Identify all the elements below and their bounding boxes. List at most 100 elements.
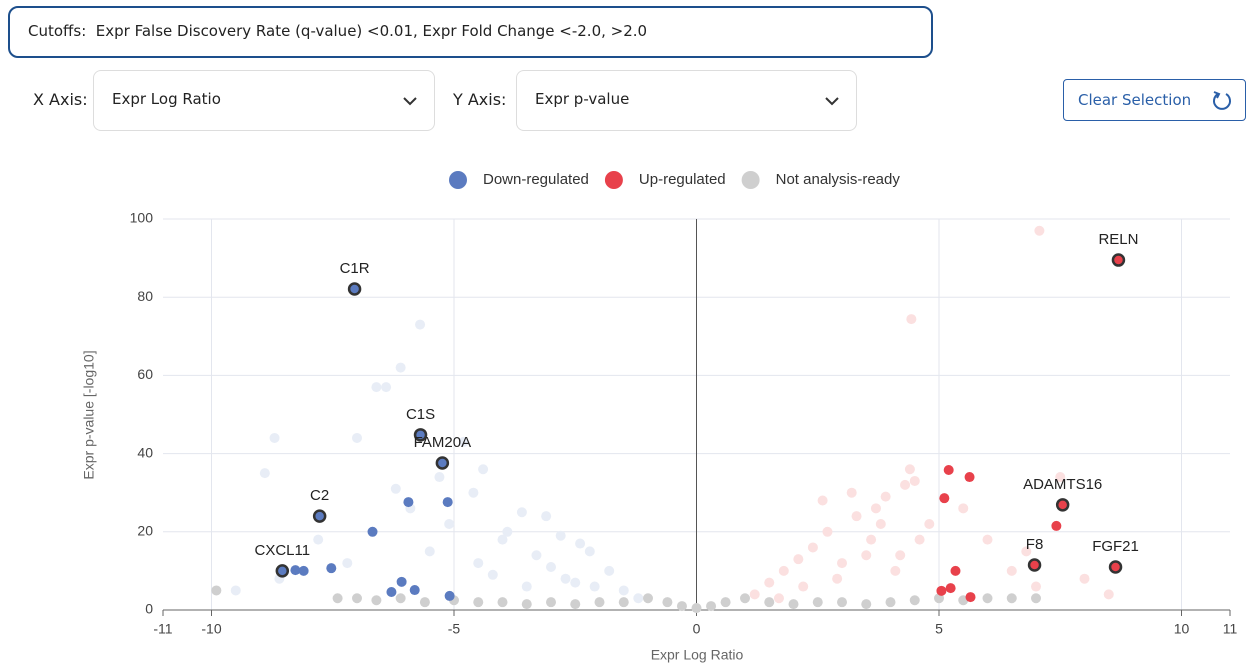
point [812, 597, 823, 608]
point [403, 497, 414, 508]
y-tick-label: 60 [137, 366, 153, 382]
legend-swatch [741, 171, 760, 189]
point [546, 561, 556, 572]
clear-selection-button[interactable]: Clear Selection [1063, 79, 1246, 121]
point [885, 597, 896, 608]
point [326, 563, 337, 574]
point [594, 597, 605, 608]
point [521, 599, 532, 610]
refresh-icon [1213, 91, 1231, 110]
point-label: ADAMTS16 [1023, 476, 1102, 493]
point [676, 601, 687, 612]
point [419, 597, 430, 608]
point [570, 599, 581, 610]
x-tick-label: -10 [201, 621, 221, 637]
point [390, 483, 401, 494]
x-tick-label: 5 [935, 621, 943, 637]
point [442, 497, 453, 508]
point [521, 581, 532, 592]
point [822, 526, 833, 537]
point [555, 530, 566, 541]
point [890, 565, 901, 576]
point [259, 468, 270, 479]
point [900, 479, 911, 490]
point [846, 487, 857, 498]
point [458, 436, 469, 447]
point [274, 573, 285, 584]
labeled-point [347, 282, 362, 296]
cutoffs-text: Expr False Discovery Rate (q-value) <0.0… [95, 22, 648, 40]
x-axis-dropdown[interactable]: Expr Log Ratio [93, 70, 435, 131]
point [386, 587, 397, 598]
point [1021, 546, 1032, 557]
point [269, 432, 280, 443]
point [875, 518, 886, 529]
y-axis-dropdown[interactable]: Expr p-value [516, 70, 857, 131]
point [352, 593, 362, 604]
point [945, 583, 956, 594]
point-label: FAM20A [414, 434, 472, 451]
point [924, 518, 935, 529]
point-label: RELN [1098, 231, 1138, 248]
point [861, 599, 872, 610]
point [1034, 225, 1045, 236]
point [1103, 589, 1114, 600]
point [395, 593, 406, 604]
point [851, 511, 862, 522]
point [764, 597, 775, 608]
point [773, 593, 784, 604]
y-axis-value: Expr p-value [535, 90, 630, 108]
point [473, 597, 484, 608]
point [764, 577, 775, 588]
point-label: C2 [310, 487, 329, 504]
point [449, 595, 459, 606]
point [1079, 573, 1090, 584]
point [965, 592, 976, 603]
point [643, 593, 653, 604]
x-tick-label: 11 [1223, 621, 1238, 637]
x-tick-label: -11 [153, 621, 172, 637]
point [958, 503, 969, 514]
chevron [403, 97, 417, 106]
point [424, 546, 435, 557]
point [560, 573, 571, 584]
point [575, 538, 586, 549]
point [371, 382, 382, 393]
point [405, 503, 416, 514]
point [691, 603, 702, 614]
point [546, 597, 556, 608]
point [798, 581, 809, 592]
point [837, 597, 847, 608]
point [895, 550, 906, 561]
point [662, 597, 673, 608]
point-label: FGF21 [1092, 538, 1139, 555]
point [1031, 581, 1041, 592]
point [817, 495, 828, 506]
point [939, 493, 950, 504]
point [468, 487, 479, 498]
button-label: Clear Selection [1078, 91, 1192, 109]
point [230, 585, 241, 596]
point [807, 542, 818, 553]
point [936, 585, 947, 596]
point [740, 593, 750, 604]
point [497, 534, 508, 545]
point [1006, 565, 1017, 576]
point [487, 569, 498, 580]
legend-swatch [604, 171, 623, 189]
point [584, 546, 595, 557]
point [618, 597, 629, 608]
point [531, 550, 542, 561]
labeled-point [1111, 253, 1126, 267]
point [313, 534, 324, 545]
labeled-point [1108, 560, 1123, 574]
point [909, 475, 920, 486]
point [541, 511, 552, 522]
point [866, 534, 877, 545]
x-axis-value: Expr Log Ratio [112, 90, 221, 108]
point [904, 464, 915, 475]
point [870, 503, 881, 514]
point [434, 472, 445, 483]
point [633, 593, 644, 604]
